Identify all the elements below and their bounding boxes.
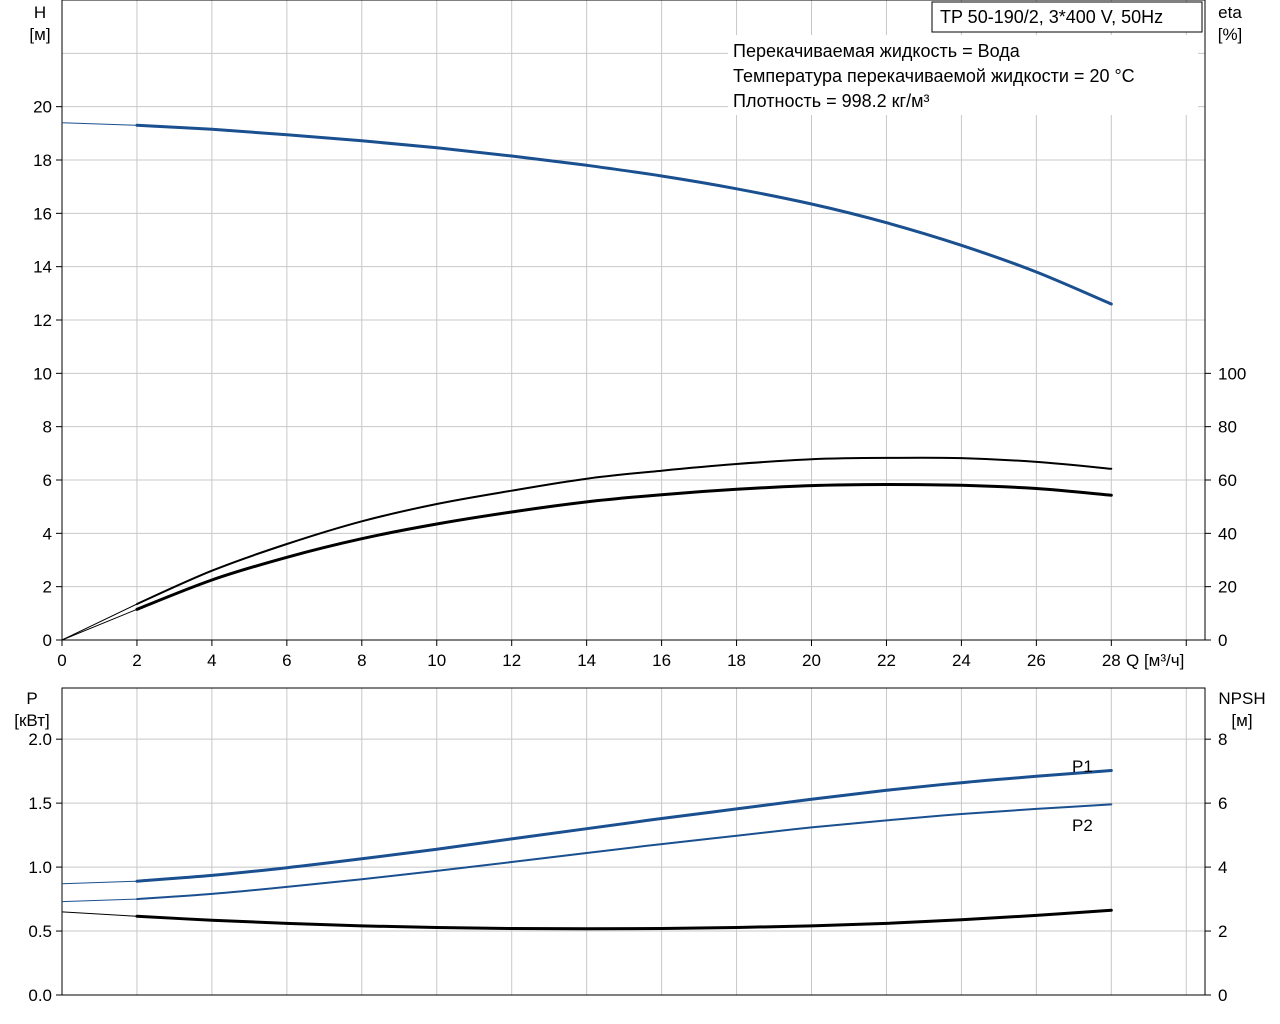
q-axis-label: Q [м³/ч] — [1126, 651, 1184, 670]
bottom-series-2-lead-in — [61, 911, 138, 917]
annotation-temperature: Температура перекачиваемой жидкости = 20… — [733, 66, 1135, 86]
top-y-right-tick-label: 80 — [1218, 418, 1237, 437]
bottom-y-left-tick-label: 0.5 — [28, 922, 52, 941]
top-x-tick-label: 6 — [282, 651, 291, 670]
info-box — [728, 35, 1198, 115]
h-axis-label: H — [34, 3, 46, 22]
bottom-panel: 0.0 0.5 1.0 1.5 2.0 0 2 4 6 8 P [кВт] NPSH [м] P… — [14, 687, 1266, 1005]
top-x-tick-labels: 0 2 4 6 8 10 12 14 16 18 20 22 24 26 28 — [57, 640, 1187, 670]
bottom-series-1-lead-in — [61, 898, 138, 903]
top-series-0-line — [135, 123, 1113, 306]
top-y-left-tick-label: 0 — [43, 631, 52, 650]
bottom-y-right-tick-label: 2 — [1218, 922, 1227, 941]
top-x-tick-label: 26 — [1027, 651, 1046, 670]
bottom-y-left-tick-labels: 0.0 0.5 1.0 1.5 2.0 — [28, 730, 62, 1005]
top-y-left-tick-label: 4 — [43, 524, 52, 543]
bottom-series-1-line — [136, 803, 1113, 901]
annotation-density: Плотность = 998.2 кг/м³ — [733, 91, 929, 111]
bottom-y-right-tick-label: 6 — [1218, 794, 1227, 813]
bottom-series-0-line — [135, 769, 1113, 883]
top-series — [61, 122, 1113, 641]
bottom-plot-frame — [61, 687, 1206, 996]
bottom-y-left-tick-label: 1.0 — [28, 858, 52, 877]
top-series-2-lead-in — [61, 608, 138, 641]
top-x-tick-label: 24 — [952, 651, 971, 670]
p-axis-label: P — [26, 689, 37, 708]
top-series-1-line — [136, 456, 1113, 605]
bottom-y-left-tick-label: 0.0 — [28, 986, 52, 1005]
top-panel: 0 2 4 6 8 10 12 14 16 18 20 22 24 26 28 02468101214161… — [29, 0, 1246, 670]
top-y-left-tick-labels: 0 2 4 6 8 10 12 14 16 18 20 — [33, 98, 62, 650]
top-series-2-line — [135, 482, 1113, 611]
bottom-y-right-tick-label: 0 — [1218, 986, 1227, 1005]
npsh-axis-label: NPSH — [1218, 689, 1265, 708]
title-box — [931, 1, 1203, 33]
top-x-tick-label: 14 — [577, 651, 596, 670]
bottom-y-left-tick-label: 2.0 — [28, 730, 52, 749]
top-x-tick-label: 4 — [207, 651, 216, 670]
bottom-series-2-line — [135, 908, 1113, 931]
annotation-fluid: Перекачиваемая жидкость = Вода — [733, 41, 1021, 61]
chart-title: TP 50-190/2, 3*400 V, 50Hz — [940, 7, 1163, 27]
top-series-1-lead-in — [61, 603, 138, 641]
top-x-tick-label: 20 — [802, 651, 821, 670]
top-x-tick-label: 16 — [652, 651, 671, 670]
top-x-tick-label: 10 — [427, 651, 446, 670]
top-y-left-tick-label: 12 — [33, 311, 52, 330]
top-y-left-tick-label: 18 — [33, 151, 52, 170]
top-y-right-tick-label: 60 — [1218, 471, 1237, 490]
top-y-right-tick-label: 100 — [1218, 364, 1246, 383]
top-x-tick-label: 22 — [877, 651, 896, 670]
h-axis-unit: [м] — [29, 25, 50, 44]
top-y-right-tick-labels: 0 20 40 60 80 100 — [1205, 364, 1246, 650]
npsh-axis-unit: [м] — [1231, 711, 1252, 730]
top-y-right-tick-label: 40 — [1218, 524, 1237, 543]
p1-series-label: P1 — [1072, 757, 1093, 776]
top-x-tick-label: 0 — [57, 651, 66, 670]
bottom-y-left-tick-label: 1.5 — [28, 794, 52, 813]
eta-axis-unit: [%] — [1218, 25, 1243, 44]
bottom-series — [61, 769, 1113, 931]
bottom-series-0-lead-in — [61, 880, 138, 885]
bottom-y-right-tick-labels: 0 2 4 6 8 — [1205, 730, 1227, 1005]
eta-axis-label: eta — [1218, 3, 1242, 22]
bottom-grid — [62, 688, 1205, 995]
top-x-tick-label: 8 — [357, 651, 366, 670]
top-x-tick-label: 12 — [502, 651, 521, 670]
top-x-tick-label: 2 — [132, 651, 141, 670]
p-axis-unit: [кВт] — [14, 711, 49, 730]
top-series-0-lead-in — [61, 122, 138, 126]
top-y-left-tick-label: 14 — [33, 258, 52, 277]
top-y-left-tick-label: 16 — [33, 204, 52, 223]
top-y-left-tick-label: 10 — [33, 364, 52, 383]
top-y-left-tick-label: 20 — [33, 98, 52, 117]
top-y-left-tick-label: 2 — [43, 578, 52, 597]
top-y-left-tick-label: 8 — [43, 418, 52, 437]
bottom-y-right-tick-label: 4 — [1218, 858, 1227, 877]
top-x-tick-label: 18 — [727, 651, 746, 670]
top-y-left-tick-label: 6 — [43, 471, 52, 490]
top-y-right-tick-label: 0 — [1218, 631, 1227, 650]
top-x-tick-label: 28 — [1102, 651, 1121, 670]
bottom-y-right-tick-label: 8 — [1218, 730, 1227, 749]
top-y-right-tick-label: 20 — [1218, 578, 1237, 597]
p2-series-label: P2 — [1072, 816, 1093, 835]
